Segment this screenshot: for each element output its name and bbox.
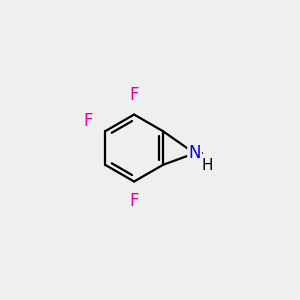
Text: F: F	[129, 86, 139, 104]
Text: N: N	[188, 144, 201, 162]
Text: H: H	[201, 158, 213, 173]
Text: F: F	[83, 112, 93, 130]
Text: F: F	[129, 192, 139, 210]
